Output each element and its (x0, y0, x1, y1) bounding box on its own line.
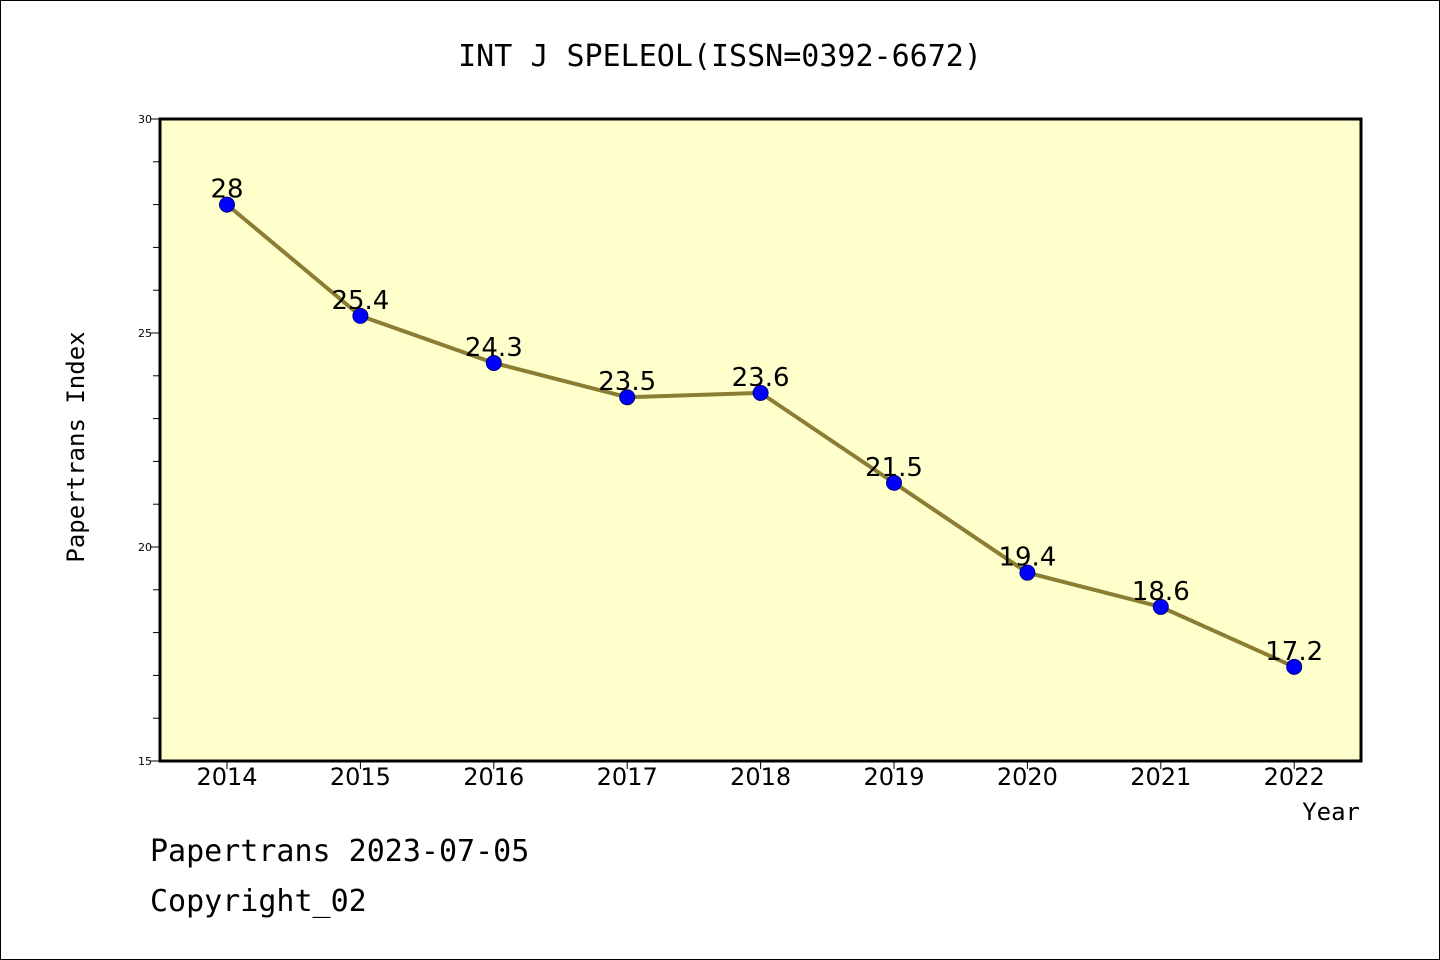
x-axis-title: Year (1302, 798, 1360, 826)
chart-title: INT J SPELEOL(ISSN=0392-6672) (458, 39, 982, 74)
data-point (886, 474, 902, 491)
data-point (1152, 598, 1169, 615)
y-tick-label: 25 (138, 327, 152, 340)
data-label: 17.2 (1265, 637, 1323, 667)
x-tick-label: 2020 (997, 763, 1058, 791)
data-point (485, 354, 502, 371)
x-axis: 2014 2015 2016 2017 2018 2019 2020 2021 2022 (196, 761, 1325, 791)
footer-copyright: Copyright_02 (150, 884, 367, 919)
x-tick-label: 2014 (196, 763, 257, 791)
data-label: 18.6 (1132, 577, 1190, 607)
plot-area (158, 117, 1363, 763)
data-point (752, 384, 769, 401)
y-axis: 15 20 25 30 (138, 113, 160, 768)
x-tick-label: 2017 (597, 763, 658, 791)
data-label: 24.3 (465, 333, 523, 363)
series-markers (219, 196, 1303, 675)
data-label: 23.5 (598, 367, 656, 397)
footer-date: Papertrans 2023-07-05 (150, 834, 530, 869)
y-tick-label: 15 (138, 755, 152, 768)
x-tick-label: 2015 (330, 763, 391, 791)
data-label: 21.5 (865, 453, 923, 483)
data-label: 19.4 (998, 543, 1056, 573)
data-label: 23.6 (732, 363, 790, 393)
data-point (352, 307, 369, 324)
y-axis-title: Papertrans Index (62, 331, 90, 562)
y-tick-label: 20 (138, 541, 152, 554)
data-label: 28 (210, 175, 243, 205)
data-point (1286, 658, 1303, 675)
x-tick-label: 2021 (1130, 763, 1191, 791)
data-point (1019, 564, 1036, 581)
x-tick-label: 2016 (463, 763, 524, 791)
data-labels: 28 25.4 24.3 23.5 23.6 21.5 19.4 18.6 17.2 (210, 175, 1323, 667)
data-point (619, 389, 636, 406)
x-tick-label: 2018 (730, 763, 791, 791)
y-tick-label: 30 (138, 113, 152, 126)
x-tick-label: 2022 (1264, 763, 1325, 791)
data-point (219, 196, 235, 213)
data-label: 25.4 (331, 286, 389, 316)
x-tick-label: 2019 (863, 763, 924, 791)
